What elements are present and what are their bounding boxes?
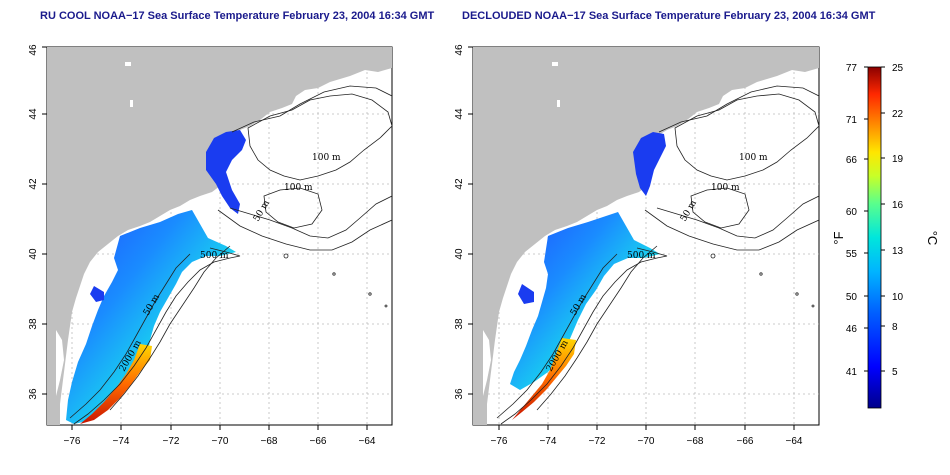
contour-label: 100 m — [284, 183, 313, 193]
contour-label: 500 m — [627, 251, 656, 261]
colorbar-ticks — [864, 66, 885, 372]
fahrenheit-tick: 66 — [846, 155, 858, 166]
celsius-tick: 22 — [892, 109, 904, 120]
x-tick-label: −74 — [540, 436, 557, 447]
fahrenheit-unit-label: °F — [831, 231, 846, 244]
left-gulf-stream-sst — [80, 344, 152, 424]
temperature-colorbar: 77 71 66 60 55 50 46 41 25 22 19 16 13 1… — [831, 63, 940, 409]
fahrenheit-tick: 41 — [846, 367, 858, 378]
left-x-tick-labels: −76 −74 −72 −70 −68 −66 −64 — [64, 436, 376, 447]
left-land-mass — [47, 47, 392, 425]
contour-label: 500 m — [200, 251, 229, 261]
x-tick-label: −66 — [737, 436, 754, 447]
right-land-mass — [473, 47, 819, 425]
y-tick-label: 40 — [454, 248, 465, 260]
y-tick-label: 44 — [454, 108, 465, 120]
y-tick-label: 42 — [454, 178, 465, 190]
y-tick-label: 40 — [28, 248, 39, 260]
fahrenheit-tick: 71 — [846, 115, 858, 126]
x-tick-label: −68 — [687, 436, 704, 447]
fahrenheit-tick: 46 — [846, 324, 858, 335]
right-y-tick-labels: 36 38 40 42 44 46 — [454, 44, 465, 400]
celsius-tick: 19 — [892, 154, 904, 165]
y-tick-label: 38 — [454, 318, 465, 330]
fahrenheit-tick: 55 — [846, 249, 858, 260]
fahrenheit-tick: 50 — [846, 292, 858, 303]
y-tick-label: 42 — [28, 178, 39, 190]
y-tick-label: 46 — [454, 44, 465, 56]
right-gulf-of-maine-sst — [633, 132, 666, 196]
left-y-tick-labels: 36 38 40 42 44 46 — [28, 44, 39, 400]
celsius-tick: 13 — [892, 246, 904, 257]
contour-label: 100 m — [739, 153, 768, 163]
x-tick-label: −76 — [491, 436, 508, 447]
fahrenheit-tick-labels: 77 71 66 60 55 50 46 41 — [846, 63, 858, 378]
left-axis-ticks — [42, 46, 368, 430]
celsius-tick: 16 — [892, 200, 904, 211]
x-tick-label: −72 — [589, 436, 606, 447]
contour-label: 100 m — [711, 183, 740, 193]
y-tick-label: 46 — [28, 44, 39, 56]
celsius-tick: 10 — [892, 292, 904, 303]
left-map-panel: 100 m 100 m 50 m 500 m 50 m 2000 m −76 −… — [28, 44, 393, 447]
celsius-tick-labels: 25 22 19 16 13 10 8 5 — [892, 63, 904, 378]
left-gulf-of-maine-sst — [206, 130, 246, 214]
x-tick-label: −72 — [163, 436, 180, 447]
right-map-panel: 100 m 100 m 50 m 500 m 50 m 2000 m −76 −… — [454, 44, 820, 447]
fahrenheit-tick: 77 — [846, 63, 858, 74]
x-tick-label: −68 — [261, 436, 278, 447]
x-tick-label: −74 — [113, 436, 130, 447]
y-tick-label: 38 — [28, 318, 39, 330]
colorbar-gradient — [867, 66, 882, 409]
fahrenheit-tick: 60 — [846, 207, 858, 218]
contour-label: 100 m — [312, 153, 341, 163]
y-tick-label: 36 — [28, 388, 39, 400]
y-tick-label: 36 — [454, 388, 465, 400]
x-tick-label: −64 — [359, 436, 376, 447]
celsius-tick: 5 — [892, 367, 898, 378]
left-bathymetry-contours — [69, 85, 392, 425]
x-tick-label: −70 — [638, 436, 655, 447]
x-tick-label: −66 — [310, 436, 327, 447]
y-tick-label: 44 — [28, 108, 39, 120]
x-tick-label: −70 — [212, 436, 229, 447]
right-map-title: DECLOUDED NOAA−17 Sea Surface Temperatur… — [462, 10, 876, 22]
left-map-title: RU COOL NOAA−17 Sea Surface Temperature … — [40, 10, 435, 22]
left-shelf-sst — [66, 210, 236, 424]
celsius-tick: 8 — [892, 322, 898, 333]
celsius-tick: 25 — [892, 63, 904, 74]
celsius-unit-label: °C — [925, 231, 940, 246]
right-gulf-stream-sst — [512, 338, 576, 420]
x-tick-label: −76 — [64, 436, 81, 447]
right-shelf-sst — [510, 212, 660, 390]
right-axis-ticks — [468, 46, 795, 430]
right-bathymetry-contours — [496, 85, 819, 425]
x-tick-label: −64 — [786, 436, 803, 447]
right-x-tick-labels: −76 −74 −72 −70 −68 −66 −64 — [491, 436, 803, 447]
